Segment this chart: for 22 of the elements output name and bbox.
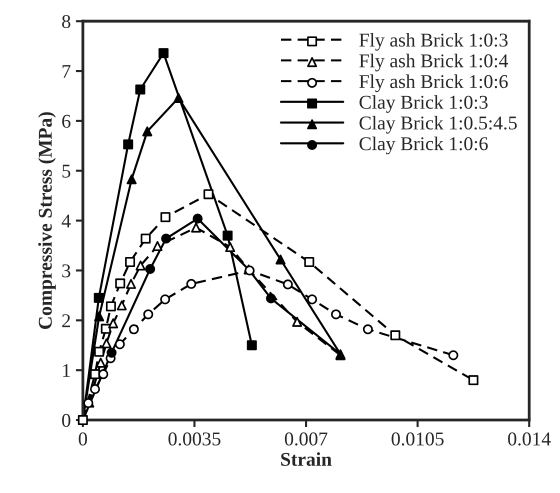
y-tick-label: 3	[62, 264, 70, 278]
legend-label: Fly ash Brick 1:0:3	[359, 32, 508, 51]
y-tick-label: 1	[63, 364, 70, 377]
x-tick-label: 0.0035	[168, 432, 220, 446]
y-tick-label: 4	[62, 214, 71, 228]
y-axis-title: Compressive Stress (MPa)	[38, 112, 56, 329]
y-tick-label: 7	[62, 65, 71, 78]
legend-label: Clay Brick 1:0:6	[360, 136, 488, 154]
x-tick-label: 0.014	[508, 432, 551, 446]
legend-label: Clay Brick 1:0.5:4.5	[360, 116, 517, 134]
legend-label: Fly ash Brick 1:0:6	[359, 74, 508, 92]
legend-label: Fly ash Brick 1:0:4	[359, 54, 508, 72]
y-tick-label: 8	[62, 15, 70, 28]
y-tick-label: 2	[62, 314, 70, 328]
y-tick-label: 0	[62, 414, 70, 427]
x-tick-label: 0.0105	[392, 432, 444, 446]
x-tick-label: 0.007	[284, 432, 328, 446]
legend-label: Clay Brick 1:0:3	[360, 95, 488, 113]
y-tick-label: 5	[62, 164, 70, 178]
x-tick-label: 0	[78, 432, 87, 446]
y-tick-label: 6	[62, 114, 70, 128]
x-axis-title: Strain	[281, 452, 332, 466]
